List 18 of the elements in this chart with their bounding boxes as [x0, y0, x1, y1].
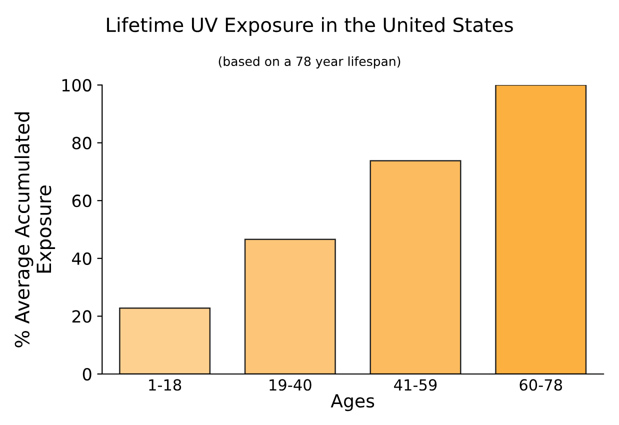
y-tick-label: 60: [72, 194, 92, 208]
y-tick-label: 20: [72, 310, 92, 323]
x-tick-label: 41-59: [394, 379, 437, 391]
bar: [495, 85, 587, 374]
chart-subtitle: (based on a 78 year lifespan): [218, 56, 400, 68]
y-tick-label: 80: [72, 136, 92, 150]
x-tick-label: 19-40: [270, 379, 312, 391]
bar: [370, 160, 462, 374]
bar: [244, 238, 336, 374]
x-tick-label: 1-18: [149, 379, 182, 391]
y-tick-label: 100: [62, 78, 92, 92]
y-tick-label: 40: [72, 252, 92, 265]
x-tick-label: 60-78: [520, 379, 562, 391]
y-tick-label: 0: [82, 368, 92, 381]
chart-title: Lifetime UV Exposure in the United States: [107, 17, 513, 36]
x-axis-title: Ages: [330, 394, 374, 412]
bar: [119, 307, 211, 374]
y-axis-title: % Average Accumulated Exposure: [14, 112, 56, 348]
